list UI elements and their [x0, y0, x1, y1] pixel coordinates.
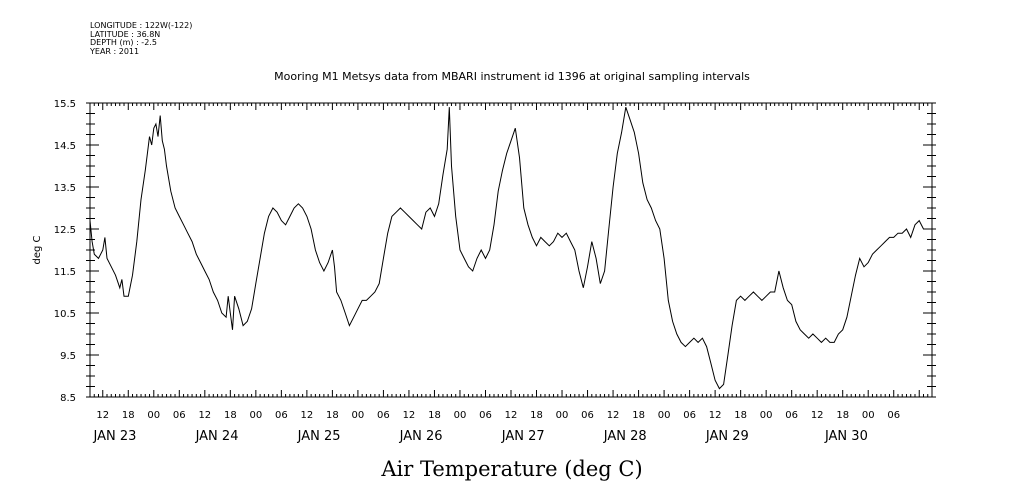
y-tick-labels: 8.5 9.5 10.5 11.5 12.5 13.5 14.5 15.5 [54, 99, 76, 404]
hour-tick-label: 00 [658, 410, 671, 421]
day-label: JAN 23 [93, 429, 137, 444]
y-tick-label: 15.5 [54, 99, 76, 110]
hour-tick-label: 18 [734, 410, 747, 421]
hour-tick-label: 18 [632, 410, 645, 421]
day-tick-labels: JAN 23 JAN 24 JAN 25 JAN 26 JAN 27 JAN 28 JAN … [93, 429, 868, 444]
day-label: JAN 30 [824, 429, 868, 444]
day-label: JAN 26 [399, 429, 443, 444]
y-tick-label: 8.5 [60, 393, 76, 404]
y-tick-label: 9.5 [60, 351, 76, 362]
hour-tick-label: 06 [275, 410, 288, 421]
hour-tick-label: 00 [454, 410, 467, 421]
plot-frame [89, 102, 933, 398]
series-line-air-temperature [89, 107, 924, 390]
hour-tick-label: 12 [607, 410, 620, 421]
y-tick-label: 13.5 [54, 183, 76, 194]
y-tick-label: 11.5 [54, 267, 76, 278]
day-label: JAN 28 [603, 429, 647, 444]
day-label: JAN 24 [195, 429, 239, 444]
hour-tick-label: 18 [836, 410, 849, 421]
hour-tick-label: 12 [301, 410, 314, 421]
hour-tick-label: 18 [326, 410, 339, 421]
hour-tick-label: 00 [862, 410, 875, 421]
hour-tick-label: 00 [760, 410, 773, 421]
hour-tick-label: 06 [173, 410, 186, 421]
hour-tick-label: 12 [198, 410, 211, 421]
hour-tick-label: 06 [377, 410, 390, 421]
hour-tick-label: 00 [249, 410, 262, 421]
hour-tick-label: 18 [428, 410, 441, 421]
hour-tick-label: 12 [709, 410, 722, 421]
year-line: YEAR : 2011 [90, 46, 140, 56]
hour-tick-label: 06 [683, 410, 696, 421]
y-axis-label: deg C [32, 235, 43, 264]
hour-tick-label: 06 [581, 410, 594, 421]
day-label: JAN 29 [705, 429, 749, 444]
hour-tick-label: 00 [556, 410, 569, 421]
hour-tick-label: 12 [403, 410, 416, 421]
longitude-line: LONGITUDE : 122W(-122) [90, 21, 193, 30]
hour-tick-label: 18 [122, 410, 135, 421]
hour-tick-label: 06 [887, 410, 900, 421]
metadata-block: LONGITUDE : 122W(-122) LATITUDE : 36.8N … [90, 21, 193, 56]
latitude-line: LATITUDE : 36.8N [90, 29, 161, 39]
hour-tick-label: 00 [147, 410, 160, 421]
hour-tick-label: 12 [505, 410, 518, 421]
x-axis-label: Air Temperature (deg C) [380, 457, 642, 481]
hour-tick-label: 18 [224, 410, 237, 421]
day-label: JAN 25 [297, 429, 341, 444]
axis-ticks [86, 102, 936, 398]
hour-tick-label: 18 [530, 410, 543, 421]
y-tick-label: 14.5 [54, 141, 76, 152]
hour-tick-label: 06 [479, 410, 492, 421]
depth-line: DEPTH (m) : -2.5 [90, 38, 157, 47]
hour-tick-label: 12 [811, 410, 824, 421]
hour-tick-label: 06 [785, 410, 798, 421]
hour-tick-label: 00 [352, 410, 365, 421]
chart-title: Mooring M1 Metsys data from MBARI instru… [274, 70, 750, 83]
y-tick-label: 12.5 [54, 225, 76, 236]
hour-tick-labels: 12 18 00 06 12 18 00 06 12 18 00 06 12 18 00 06 12 18 00 06… [96, 410, 900, 421]
y-tick-label: 10.5 [54, 309, 76, 320]
day-label: JAN 27 [501, 429, 545, 444]
hour-tick-label: 12 [96, 410, 109, 421]
